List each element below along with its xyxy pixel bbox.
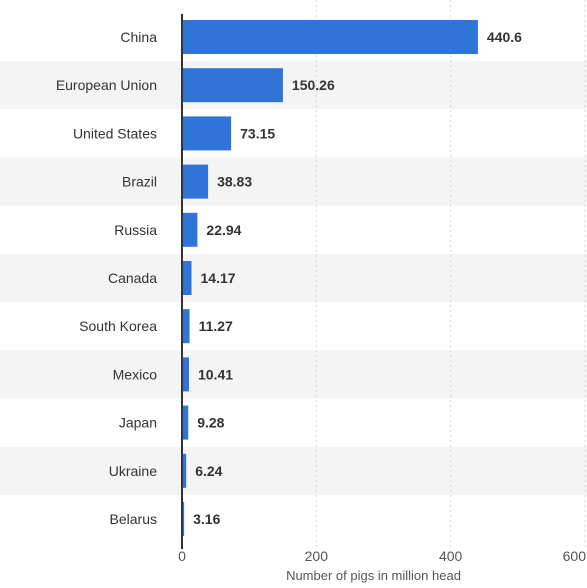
bar bbox=[182, 309, 190, 344]
x-tick-labels: 0 200 400 600 bbox=[178, 548, 586, 564]
category-label: China bbox=[120, 29, 157, 45]
row-stripe bbox=[0, 253, 587, 303]
value-label: 38.83 bbox=[217, 174, 252, 190]
x-tick-label: 200 bbox=[305, 548, 329, 564]
category-label: Canada bbox=[108, 270, 157, 286]
value-label: 440.6 bbox=[487, 29, 522, 45]
bar bbox=[182, 405, 189, 440]
category-label: Mexico bbox=[113, 366, 158, 382]
category-label: Japan bbox=[119, 415, 157, 431]
value-label: 73.15 bbox=[240, 125, 275, 141]
bar bbox=[182, 261, 192, 295]
category-label: South Korea bbox=[79, 318, 157, 334]
category-label: Brazil bbox=[122, 174, 157, 190]
x-axis-title: Number of pigs in million head bbox=[286, 568, 461, 583]
value-label: 11.27 bbox=[199, 318, 233, 334]
row-stripe bbox=[0, 157, 587, 206]
bar bbox=[182, 116, 232, 151]
value-label: 14.17 bbox=[201, 270, 236, 286]
category-label: European Union bbox=[56, 77, 157, 93]
x-tick-label: 0 bbox=[178, 548, 186, 564]
category-label: Belarus bbox=[110, 511, 157, 527]
bar bbox=[182, 453, 187, 488]
value-labels: 440.6 150.26 73.15 38.83 22.94 14.17 11.27 10.4… bbox=[193, 29, 522, 527]
x-tick-label: 400 bbox=[439, 548, 463, 564]
bar bbox=[182, 212, 198, 247]
bar bbox=[182, 68, 283, 103]
bar bbox=[182, 164, 209, 199]
category-labels: China European Union United States Brazil Ru… bbox=[56, 29, 157, 527]
category-label: United States bbox=[73, 125, 157, 141]
row-stripe bbox=[0, 350, 587, 399]
value-label: 150.26 bbox=[292, 77, 335, 93]
bars bbox=[182, 20, 478, 536]
row-stripe bbox=[0, 61, 587, 110]
gridlines bbox=[315, 0, 586, 550]
row-stripes bbox=[0, 61, 587, 495]
bar bbox=[182, 502, 185, 536]
value-label: 3.16 bbox=[193, 511, 220, 527]
value-label: 9.28 bbox=[197, 415, 224, 431]
category-label: Ukraine bbox=[109, 463, 157, 479]
category-label: Russia bbox=[114, 222, 157, 238]
row-stripe bbox=[0, 446, 587, 495]
bar bbox=[182, 357, 189, 392]
value-label: 22.94 bbox=[206, 222, 241, 238]
bar bbox=[182, 20, 478, 54]
value-label: 10.41 bbox=[198, 366, 233, 382]
x-tick-label: 600 bbox=[563, 548, 587, 564]
value-label: 6.24 bbox=[195, 463, 222, 479]
